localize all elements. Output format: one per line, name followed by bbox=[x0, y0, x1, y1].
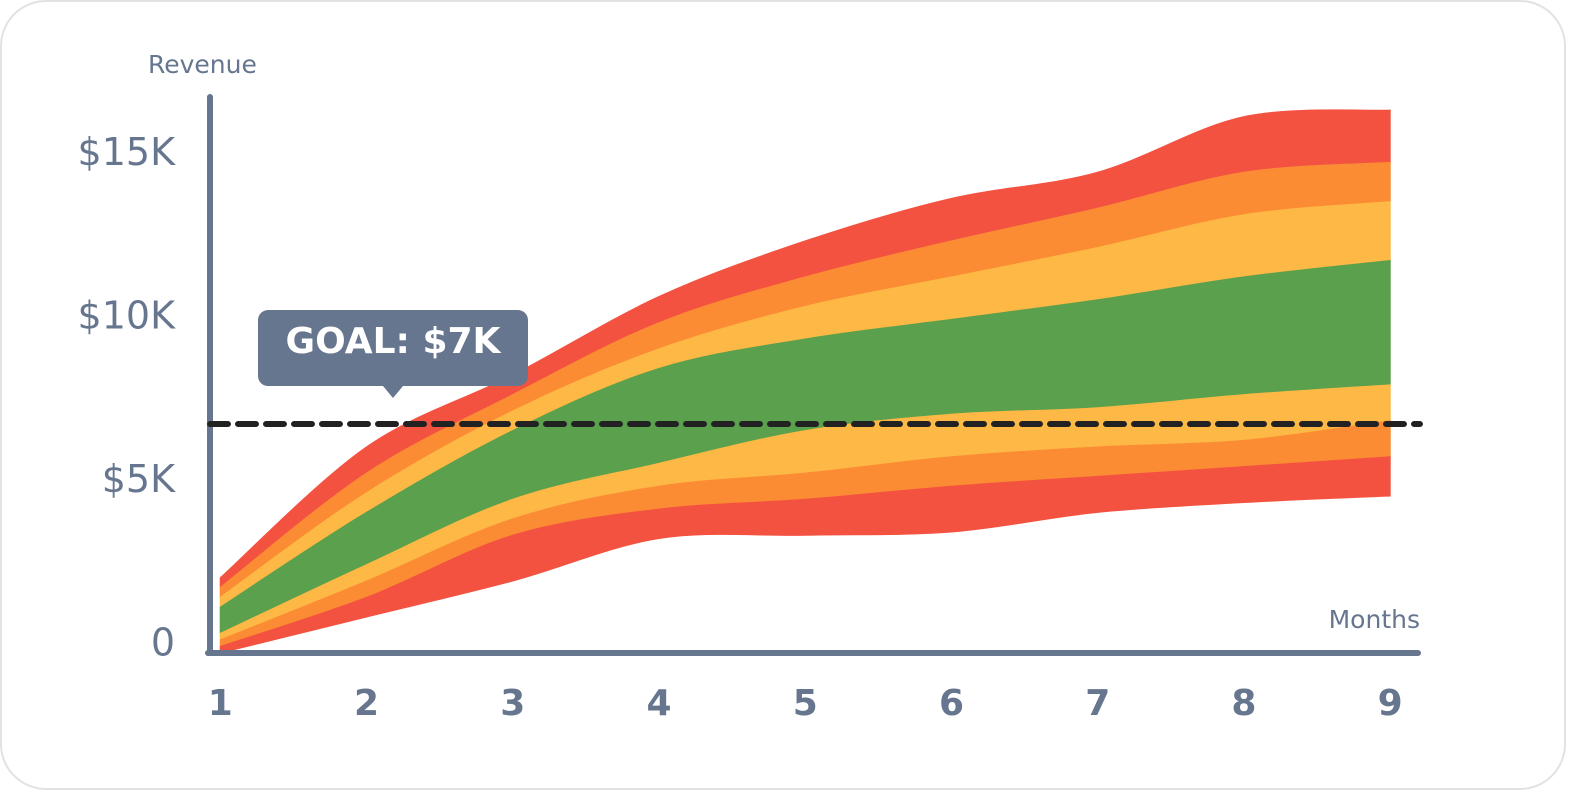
y-tick-label: 0 bbox=[151, 621, 175, 665]
axes: 0 $5K $10K $15K 1 2 3 4 5 6 7 8 9 bbox=[78, 94, 1421, 724]
y-axis-label: Revenue bbox=[148, 50, 257, 79]
x-tick-label: 9 bbox=[1378, 683, 1403, 724]
bands bbox=[219, 109, 1391, 654]
y-tick-label: $15K bbox=[78, 130, 177, 174]
x-tick-label: 8 bbox=[1231, 683, 1256, 724]
y-tick-label: $5K bbox=[102, 457, 176, 501]
goal-label: GOAL: $7K bbox=[286, 321, 502, 362]
goal-callout bbox=[258, 310, 528, 399]
x-tick-label: 2 bbox=[354, 683, 379, 724]
x-tick-label: 3 bbox=[500, 683, 525, 724]
x-axis-label: Months bbox=[1329, 605, 1420, 634]
x-tick-label: 4 bbox=[646, 683, 671, 724]
x-tick-label: 1 bbox=[208, 683, 233, 724]
y-tick-label: $10K bbox=[78, 293, 177, 337]
x-tick-label: 6 bbox=[939, 683, 964, 724]
x-tick-label: 5 bbox=[793, 683, 818, 724]
x-tick-label: 7 bbox=[1085, 683, 1110, 724]
band bbox=[219, 456, 1391, 654]
